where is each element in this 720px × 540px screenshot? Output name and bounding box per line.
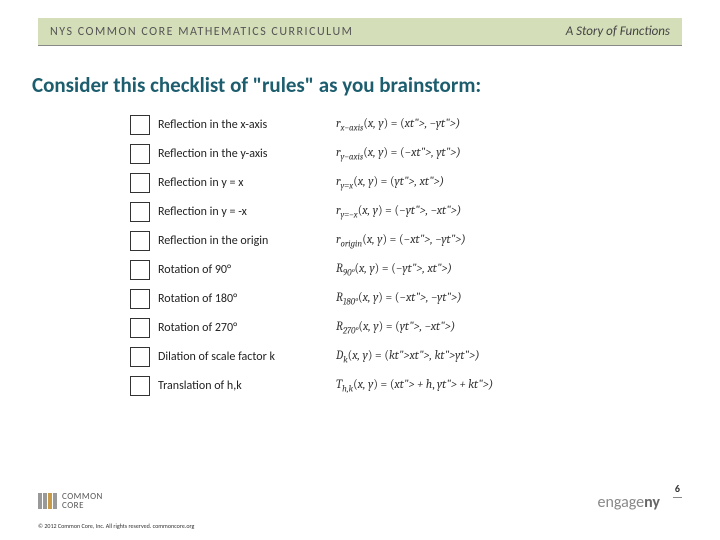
rule-formula: rx−axis(x, y) = (xt">, −yt">) bbox=[336, 116, 460, 133]
rule-label: Translation of h,k bbox=[158, 379, 328, 393]
rule-formula: Th,k(x, y) = (xt"> + h, yt"> + kt">) bbox=[336, 377, 493, 394]
checkbox[interactable] bbox=[130, 318, 150, 338]
checkbox[interactable] bbox=[130, 260, 150, 280]
logo-text: COMMON CORE bbox=[62, 492, 103, 510]
rule-formula: ry−axis(x, y) = (−xt">, yt">) bbox=[336, 145, 461, 162]
checkbox[interactable] bbox=[130, 289, 150, 309]
rule-row: Rotation of 270° R270°(x, y) = (yt">, −xt… bbox=[130, 313, 590, 342]
header-bar: NYS COMMON CORE MATHEMATICS CURRICULUM A… bbox=[38, 18, 682, 46]
rule-label: Rotation of 180° bbox=[158, 292, 328, 306]
rule-label: Reflection in the x-axis bbox=[158, 118, 328, 132]
header-right: A Story of Functions bbox=[566, 24, 670, 39]
rule-formula: rorigin(x, y) = (−xt">, −yt">) bbox=[336, 232, 466, 249]
footer: COMMON CORE © 2012 Common Core, Inc. All… bbox=[0, 490, 720, 540]
rule-label: Reflection in y = x bbox=[158, 176, 328, 190]
rules-checklist: Reflection in the x-axis rx−axis(x, y) = … bbox=[130, 110, 590, 400]
rule-formula: ry=x(x, y) = (yt">, xt">) bbox=[336, 174, 444, 191]
rule-formula: R90°(x, y) = (−yt">, xt">) bbox=[336, 261, 452, 278]
checkbox[interactable] bbox=[130, 173, 150, 193]
rule-row: Reflection in y = x ry=x(x, y) = (yt">, x… bbox=[130, 168, 590, 197]
rule-formula: R270°(x, y) = (yt">, −xt">) bbox=[336, 319, 455, 336]
copyright-text: © 2012 Common Core, Inc. All rights rese… bbox=[38, 522, 194, 530]
checkbox[interactable] bbox=[130, 115, 150, 135]
rule-label: Reflection in the y-axis bbox=[158, 147, 328, 161]
rule-formula: ry=−x(x, y) = (−yt">, −xt">) bbox=[336, 203, 461, 220]
rule-row: Rotation of 90° R90°(x, y) = (−yt">, xt">… bbox=[130, 255, 590, 284]
engage-logo: engageny bbox=[598, 493, 661, 512]
page-number: 6 bbox=[673, 482, 682, 498]
rule-row: Dilation of scale factor k Dk(x, y) = (kt… bbox=[130, 342, 590, 371]
rule-label: Rotation of 90° bbox=[158, 263, 328, 277]
rule-formula: R180°(x, y) = (−xt">, −yt">) bbox=[336, 290, 462, 307]
common-core-logo: COMMON CORE bbox=[38, 492, 103, 510]
rule-label: Reflection in y = -x bbox=[158, 205, 328, 219]
header-left: NYS COMMON CORE MATHEMATICS CURRICULUM bbox=[50, 25, 353, 39]
rule-row: Translation of h,k Th,k(x, y) = (xt"> + h… bbox=[130, 371, 590, 400]
rule-row: Reflection in y = -x ry=−x(x, y) = (−yt">… bbox=[130, 197, 590, 226]
rule-label: Dilation of scale factor k bbox=[158, 350, 328, 364]
rule-row: Reflection in the y-axis ry−axis(x, y) = … bbox=[130, 139, 590, 168]
rule-row: Reflection in the x-axis rx−axis(x, y) = … bbox=[130, 110, 590, 139]
rule-row: Rotation of 180° R180°(x, y) = (−xt">, −y… bbox=[130, 284, 590, 313]
page-title: Consider this checklist of "rules" as yo… bbox=[32, 72, 481, 98]
rule-row: Reflection in the origin rorigin(x, y) = … bbox=[130, 226, 590, 255]
checkbox[interactable] bbox=[130, 376, 150, 396]
rule-label: Reflection in the origin bbox=[158, 234, 328, 248]
rule-label: Rotation of 270° bbox=[158, 321, 328, 335]
checkbox[interactable] bbox=[130, 144, 150, 164]
logo-bars-icon bbox=[38, 493, 57, 509]
checkbox[interactable] bbox=[130, 202, 150, 222]
rule-formula: Dk(x, y) = (kt">xt">, kt">yt">) bbox=[336, 348, 480, 365]
checkbox[interactable] bbox=[130, 347, 150, 367]
checkbox[interactable] bbox=[130, 231, 150, 251]
